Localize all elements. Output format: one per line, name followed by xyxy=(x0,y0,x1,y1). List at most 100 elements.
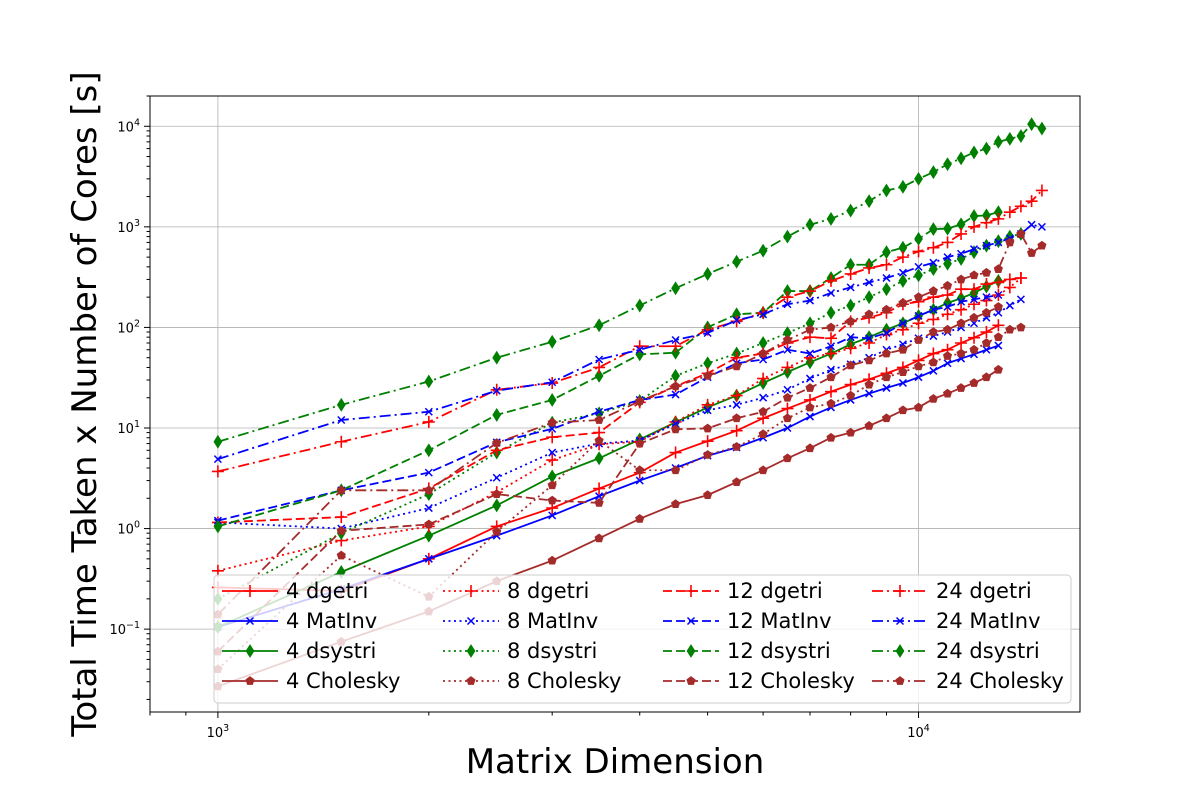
data-point xyxy=(1027,220,1036,229)
data-point xyxy=(782,413,793,423)
data-point xyxy=(943,359,952,368)
data-point xyxy=(882,328,891,338)
series-line-8-dgetri xyxy=(217,277,1022,572)
x-tick-label: 103 xyxy=(207,723,230,741)
data-point xyxy=(980,216,993,229)
data-point xyxy=(846,298,856,313)
data-point xyxy=(882,183,891,198)
data-point xyxy=(547,334,557,349)
data-point xyxy=(992,212,1005,225)
data-point xyxy=(594,415,604,424)
data-point xyxy=(703,423,713,433)
data-point xyxy=(969,270,979,280)
data-point xyxy=(927,241,940,254)
y-axis-label: Total Time Taken x Number of Cores [s] xyxy=(65,71,105,737)
data-point xyxy=(969,378,979,387)
data-point xyxy=(805,349,815,358)
data-point xyxy=(863,261,876,274)
data-point xyxy=(595,355,604,364)
data-point xyxy=(898,268,907,277)
data-point xyxy=(424,519,434,529)
data-point xyxy=(826,211,836,226)
data-point xyxy=(424,554,433,563)
data-point xyxy=(914,373,923,382)
data-point xyxy=(1027,117,1036,132)
data-point xyxy=(881,348,892,358)
data-point xyxy=(759,393,768,402)
data-point xyxy=(914,268,923,283)
data-point xyxy=(732,254,742,269)
data-point xyxy=(730,389,743,402)
data-point xyxy=(913,361,924,371)
legend-label: 24 Cholesky xyxy=(936,669,1064,693)
data-point xyxy=(941,308,954,321)
data-point xyxy=(546,431,559,444)
data-point xyxy=(898,319,907,328)
legend-item-12-dgetri: 12 dgetri xyxy=(663,579,823,603)
data-point xyxy=(882,273,891,283)
data-point xyxy=(929,305,938,314)
data-point xyxy=(635,476,644,485)
data-point xyxy=(914,231,923,246)
data-point xyxy=(1016,322,1026,332)
data-point xyxy=(982,141,991,156)
data-point xyxy=(593,482,606,495)
data-point xyxy=(982,241,991,250)
data-point xyxy=(732,477,742,486)
data-point xyxy=(846,283,855,292)
data-point xyxy=(898,298,908,307)
legend-label: 4 MatInv xyxy=(286,609,377,633)
data-point xyxy=(913,292,924,302)
data-point xyxy=(635,438,645,448)
data-point xyxy=(732,361,742,371)
data-point xyxy=(669,340,682,353)
legend-item-4-matinv: 4 MatInv xyxy=(222,609,377,633)
data-point xyxy=(969,245,979,254)
data-point xyxy=(943,256,952,271)
data-point xyxy=(844,342,857,355)
legend-label: 8 dsystri xyxy=(507,639,597,663)
data-point xyxy=(424,468,433,477)
data-point xyxy=(781,291,794,304)
data-point xyxy=(898,405,908,415)
data-point xyxy=(1016,129,1026,143)
data-point xyxy=(955,336,968,349)
data-point xyxy=(982,293,991,302)
data-point xyxy=(956,274,966,284)
data-point xyxy=(424,443,434,458)
legend-marker xyxy=(245,644,255,658)
data-point xyxy=(898,344,908,354)
data-point xyxy=(969,145,979,160)
legend-label: 24 dsystri xyxy=(936,639,1040,663)
data-point xyxy=(703,267,713,281)
data-point xyxy=(758,429,768,438)
data-point xyxy=(980,326,993,339)
data-point xyxy=(956,383,966,392)
data-point xyxy=(594,368,604,383)
data-point xyxy=(492,386,501,395)
data-point xyxy=(336,525,346,535)
data-point xyxy=(826,305,836,320)
data-point xyxy=(703,490,713,500)
data-point xyxy=(913,335,924,344)
legend-item-24-matinv: 24 MatInv xyxy=(872,609,1041,633)
data-point xyxy=(635,396,645,406)
legend-item-12-cholesky: 12 Cholesky xyxy=(663,669,855,693)
data-point xyxy=(547,393,557,407)
y-tick-label: 103 xyxy=(117,218,140,236)
data-point xyxy=(881,372,892,382)
data-point xyxy=(671,345,680,360)
data-point xyxy=(1016,295,1025,304)
data-point xyxy=(635,345,644,354)
data-point xyxy=(703,450,713,459)
legend-marker xyxy=(245,676,255,685)
legend: 4 dgetri 4 MatInv 4 dsystri 4 Cholesky 8 dge… xyxy=(213,574,1072,704)
legend-marker xyxy=(895,616,905,626)
data-point xyxy=(981,307,992,317)
legend-label: 8 MatInv xyxy=(507,609,598,633)
data-point xyxy=(701,435,714,448)
data-point xyxy=(492,526,502,536)
data-point xyxy=(1003,273,1016,286)
data-point xyxy=(969,295,979,304)
data-point xyxy=(671,335,680,345)
